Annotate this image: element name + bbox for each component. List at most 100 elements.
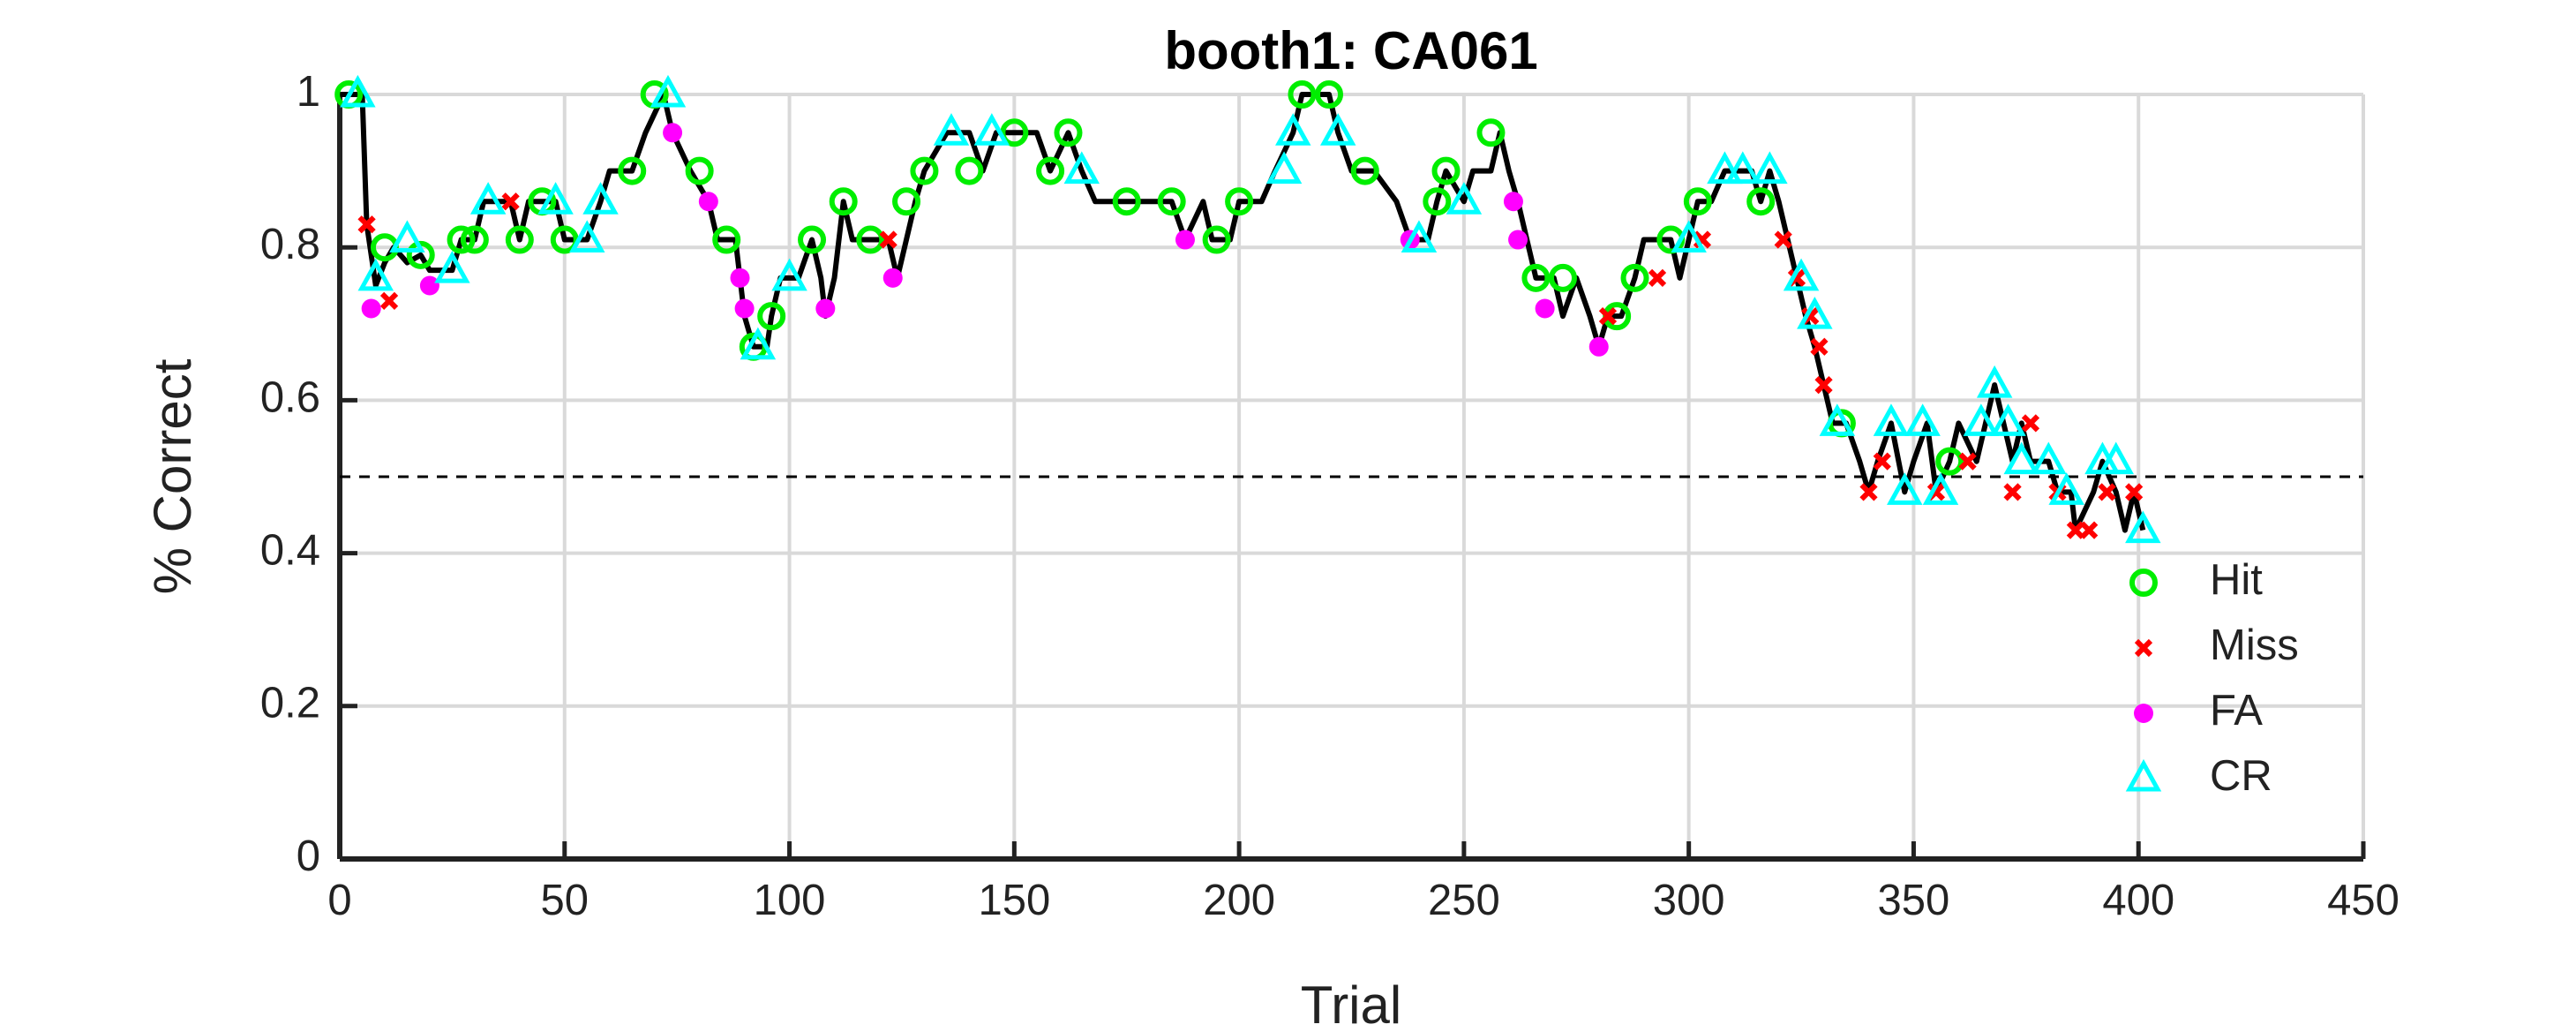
cr-marker — [1724, 151, 1761, 185]
cr-marker — [2031, 441, 2067, 475]
hit-marker — [1423, 187, 1452, 216]
hit-marker — [1202, 225, 1231, 254]
x-tick-label: 400 — [2102, 877, 2174, 924]
hit-marker — [829, 187, 858, 216]
fa-marker — [815, 298, 836, 319]
miss-marker — [1814, 375, 1833, 395]
miss-marker — [2125, 483, 2144, 501]
cr-marker — [389, 220, 425, 253]
hit-marker — [856, 225, 885, 254]
y-tick-label: 0.2 — [260, 680, 320, 727]
hit-marker — [550, 225, 579, 254]
cr-marker — [2098, 441, 2134, 475]
y-tick-label: 1 — [297, 68, 320, 116]
x-tick-label: 300 — [1653, 877, 1725, 924]
miss-marker — [1774, 230, 1792, 249]
miss-marker — [2003, 483, 2022, 501]
hit-marker — [1315, 80, 1344, 109]
cr-marker — [2048, 472, 2084, 505]
hit-marker — [1476, 118, 1506, 147]
hit-marker — [1620, 263, 1649, 292]
y-tick-label: 0 — [297, 832, 320, 880]
hit-marker — [1431, 156, 1461, 185]
cr-marker — [1063, 151, 1100, 185]
hit-marker — [892, 187, 921, 216]
cr-marker — [1265, 151, 1303, 185]
miss-marker — [1859, 483, 1878, 501]
x-tick-label: 100 — [754, 877, 826, 924]
cr-marker — [1752, 151, 1788, 185]
miss-marker — [2080, 521, 2099, 539]
cr-marker — [771, 258, 807, 291]
cr-marker — [1707, 151, 1743, 185]
cr-marker — [357, 258, 394, 291]
x-tick-label: 350 — [1878, 877, 1950, 924]
miss-marker — [2134, 638, 2153, 658]
x-tick-label: 250 — [1428, 877, 1500, 924]
hit-marker — [1746, 187, 1776, 216]
legend-label: FA — [2210, 687, 2263, 734]
hit-marker — [1036, 156, 1065, 185]
cr-marker — [1446, 182, 1483, 215]
legend-label: Miss — [2210, 621, 2299, 669]
hit-marker — [955, 156, 984, 185]
x-tick-label: 200 — [1203, 877, 1275, 924]
cr-marker — [1319, 113, 1356, 146]
hit-marker — [1054, 118, 1083, 147]
y-tick-label: 0.6 — [260, 373, 320, 421]
cr-marker — [1976, 365, 2013, 398]
x-tick-label: 450 — [2327, 877, 2400, 924]
miss-marker — [2098, 483, 2116, 501]
x-tick-label: 0 — [327, 877, 351, 924]
cr-marker — [933, 113, 970, 146]
fa-marker — [2134, 704, 2153, 723]
miss-marker — [1598, 307, 1618, 326]
cr-marker — [434, 251, 470, 283]
hit-marker — [1683, 187, 1712, 216]
hit-marker — [1935, 447, 1964, 476]
x-tick-label: 150 — [978, 877, 1050, 924]
hit-marker — [1000, 118, 1029, 147]
cr-marker — [2125, 758, 2162, 792]
cr-marker — [650, 74, 687, 108]
hit-marker — [1350, 156, 1379, 185]
cr-marker — [2003, 441, 2039, 475]
x-axis-label: Trial — [1301, 976, 1401, 1032]
cr-marker — [1887, 472, 1923, 505]
y-tick-label: 0.8 — [260, 221, 320, 268]
fa-marker — [1588, 336, 1609, 357]
hit-marker — [910, 156, 939, 185]
cr-marker — [537, 182, 574, 215]
cr-marker — [1904, 403, 1941, 436]
fa-marker — [663, 123, 683, 143]
hit-marker — [447, 225, 476, 254]
cr-marker — [340, 74, 376, 108]
cr-marker — [1963, 403, 2000, 436]
hit-marker — [1288, 80, 1317, 109]
cr-marker — [1671, 220, 1707, 253]
fa-marker — [882, 267, 903, 288]
cr-marker — [1922, 472, 1959, 505]
x-tick-label: 50 — [541, 877, 590, 924]
hit-marker — [460, 225, 489, 254]
fa-marker — [1535, 298, 1555, 319]
cr-marker — [1819, 403, 1856, 436]
miss-marker — [1648, 268, 1667, 287]
cr-marker — [1783, 258, 1820, 291]
miss-marker — [1810, 337, 1829, 356]
fa-marker — [419, 275, 439, 296]
cr-marker — [582, 182, 619, 215]
hit-marker — [406, 240, 435, 269]
legend-label: Hit — [2210, 556, 2263, 604]
fa-marker — [698, 192, 718, 212]
hit-marker — [1157, 187, 1186, 216]
legend-label: CR — [2210, 752, 2272, 800]
miss-marker — [2021, 414, 2040, 433]
miss-marker — [1958, 452, 1977, 471]
fa-marker — [730, 267, 750, 288]
hit-marker — [798, 225, 827, 254]
cr-marker — [2125, 510, 2161, 544]
